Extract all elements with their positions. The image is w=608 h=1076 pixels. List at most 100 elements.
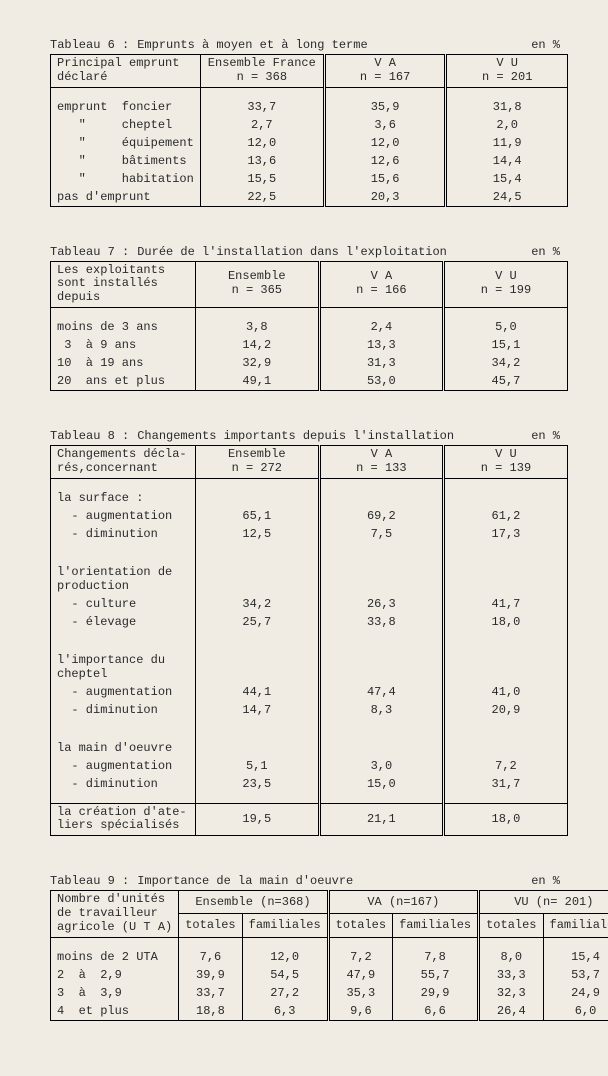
cell: 14,4 [446,152,568,170]
col-subheader: familiales [393,914,479,937]
cell: 14,7 [195,701,319,719]
cell: 5,0 [443,318,567,336]
cell: 44,1 [195,683,319,701]
col-header: VU (n= 201) [479,891,608,914]
cell: 69,2 [319,507,443,525]
row-label: " cheptel [51,116,201,134]
cell: 7,6 [179,948,242,966]
cell: 33,8 [319,613,443,631]
cell: 12,0 [242,948,328,966]
row-label: 20 ans et plus [51,372,196,391]
col-subheader: totales [179,914,242,937]
tableau8-title: Tableau 8 : Changements importants depui… [50,429,568,443]
row-label: - culture [51,595,196,613]
tableau9-unit: en % [531,874,568,888]
cell: 3,0 [319,757,443,775]
cell: 33,7 [179,984,242,1002]
row-label: " habitation [51,170,201,188]
cell: 17,3 [443,525,567,543]
cell: 7,2 [328,948,392,966]
section-head: la main d'oeuvre [51,739,196,757]
cell: 33,7 [200,98,324,116]
section-head: l'orientation de production [51,563,196,595]
row-label: " équipement [51,134,201,152]
cell: 13,3 [319,336,443,354]
cell: 27,2 [242,984,328,1002]
cell: 29,9 [393,984,479,1002]
cell: 35,9 [324,98,446,116]
cell: 12,6 [324,152,446,170]
row-label: moins de 3 ans [51,318,196,336]
cell: 3,6 [324,116,446,134]
row-label: - diminution [51,701,196,719]
row-label: 10 à 19 ans [51,354,196,372]
cell: 8,3 [319,701,443,719]
col-header: Nombre d'unités de travailleur agricole … [51,891,179,937]
cell: 12,0 [200,134,324,152]
cell: 14,2 [195,336,319,354]
row-label: 3 à 9 ans [51,336,196,354]
tableau6: Principal emprunt déclaré Ensemble Franc… [50,54,568,207]
cell: 18,0 [443,803,567,836]
cell: 21,1 [319,803,443,836]
tableau6-unit: en % [531,38,568,52]
cell: 12,5 [195,525,319,543]
col-header: Ensemble (n=368) [179,891,328,914]
cell: 41,7 [443,595,567,613]
cell: 9,6 [328,1002,392,1021]
col-header: Changements décla- rés,concernant [51,445,196,478]
cell: 53,7 [543,966,608,984]
col-subheader: totales [479,914,543,937]
cell: 23,5 [195,775,319,793]
cell: 6,0 [543,1002,608,1021]
cell: 24,5 [446,188,568,207]
row-label: - augmentation [51,757,196,775]
cell: 31,3 [319,354,443,372]
tableau8-main: Changements importants depuis l'installa… [137,429,531,443]
tableau7-lead: Tableau 7 : [50,245,129,259]
row-label: - diminution [51,775,196,793]
tableau9: Nombre d'unités de travailleur agricole … [50,890,608,1020]
section-head: l'importance du cheptel [51,651,196,683]
row-label: 2 à 2,9 [51,966,179,984]
cell: 47,4 [319,683,443,701]
row-label: " bâtiments [51,152,201,170]
cell: 26,3 [319,595,443,613]
cell: 3,8 [195,318,319,336]
cell: 41,0 [443,683,567,701]
cell: 15,4 [543,948,608,966]
cell: 20,3 [324,188,446,207]
cell: 18,8 [179,1002,242,1021]
document-page: Tableau 6 : Emprunts à moyen et à long t… [0,0,608,1045]
cell: 7,2 [443,757,567,775]
cell: 55,7 [393,966,479,984]
cell: 39,9 [179,966,242,984]
tableau6-main: Emprunts à moyen et à long terme [137,38,531,52]
row-label: - augmentation [51,683,196,701]
row-label: 3 à 3,9 [51,984,179,1002]
cell: 45,7 [443,372,567,391]
cell: 15,1 [443,336,567,354]
cell: 7,5 [319,525,443,543]
row-label: moins de 2 UTA [51,948,179,966]
cell: 34,2 [195,595,319,613]
col-subheader: totales [328,914,392,937]
cell: 32,3 [479,984,543,1002]
cell: 35,3 [328,984,392,1002]
row-label: pas d'emprunt [51,188,201,207]
cell: 2,7 [200,116,324,134]
col-header: V A n = 166 [319,261,443,307]
cell: 65,1 [195,507,319,525]
cell: 61,2 [443,507,567,525]
cell: 25,7 [195,613,319,631]
cell: 34,2 [443,354,567,372]
cell: 12,0 [324,134,446,152]
col-header: Principal emprunt déclaré [51,55,201,88]
tableau7: Les exploitants sont installés depuis En… [50,261,568,391]
tableau7-main: Durée de l'installation dans l'exploitat… [137,245,531,259]
tableau9-main: Importance de la main d'oeuvre [137,874,531,888]
cell: 15,6 [324,170,446,188]
cell: 18,0 [443,613,567,631]
row-label: - diminution [51,525,196,543]
col-header: Ensemble France n = 368 [200,55,324,88]
